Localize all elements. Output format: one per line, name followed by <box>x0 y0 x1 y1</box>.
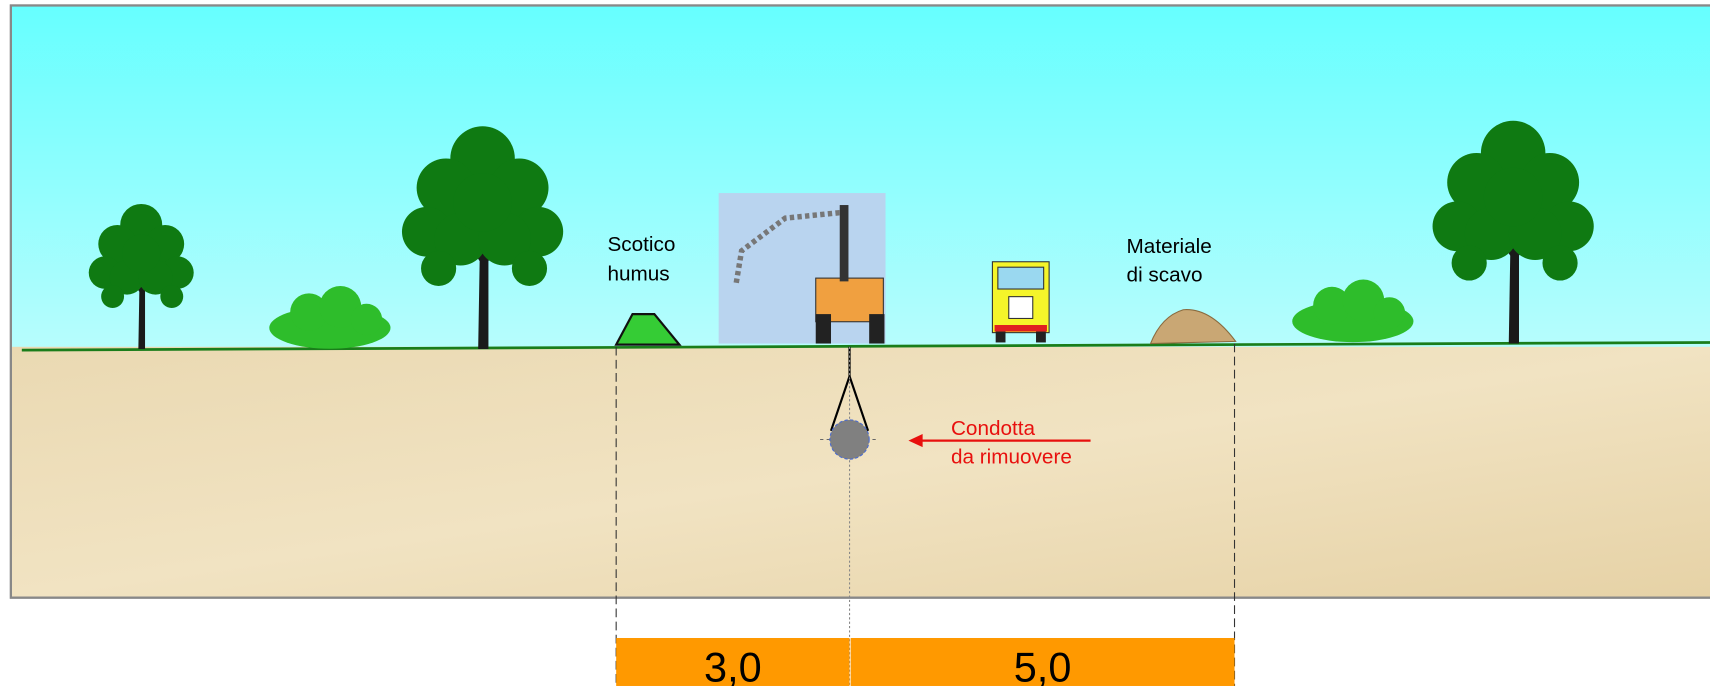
label: humus <box>607 262 669 285</box>
dimension: 5,0 <box>1014 644 1072 686</box>
label: da rimuovere <box>951 446 1072 469</box>
dimension: 3,0 <box>704 644 762 686</box>
label: Scotico <box>607 233 675 256</box>
diagram: Scotico humus Materiale di scavo Condott… <box>0 0 1710 686</box>
ground <box>12 347 1710 597</box>
label: Condotta <box>951 417 1036 440</box>
excavator <box>719 193 886 343</box>
truck <box>992 262 1049 343</box>
pipe <box>830 420 869 459</box>
label: Materiale <box>1127 235 1212 258</box>
label: di scavo <box>1127 263 1203 286</box>
page: Scotico humus Materiale di scavo Condott… <box>0 0 1710 686</box>
